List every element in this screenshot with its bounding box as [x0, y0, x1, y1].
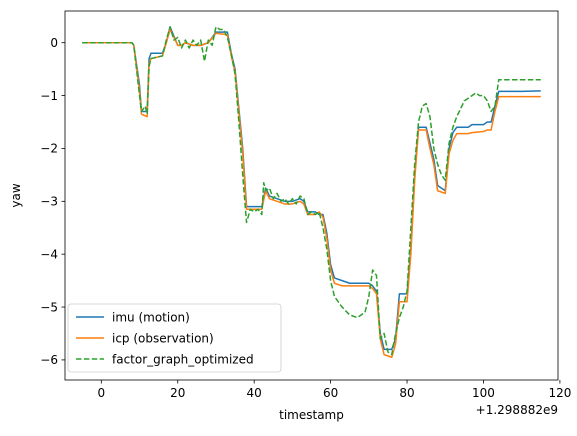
x-axis-label: timestamp	[279, 408, 344, 422]
x-tick-label: 80	[399, 386, 414, 400]
series-line-3	[82, 26, 541, 356]
y-tick-label: 0	[50, 36, 58, 50]
legend-label: icp (observation)	[112, 331, 214, 345]
x-tick-label: 120	[548, 386, 571, 400]
x-axis-offset-text: +1.298882e9	[476, 403, 558, 417]
series-line-2	[82, 28, 541, 359]
axes-layer: 0 20 40 60 80 100 120 0 −1 −2 −3 −4 −5 −6	[40, 36, 571, 400]
legend: imu (motion) icp (observation) factor_grap…	[67, 303, 282, 373]
y-axis-label: yaw	[9, 183, 23, 207]
y-tick-label: −6	[40, 353, 58, 367]
legend-box	[67, 303, 282, 373]
x-tick-label: 40	[247, 386, 262, 400]
plot-area-border	[64, 10, 559, 381]
legend-label: factor_graph_optimized	[112, 352, 254, 366]
y-tick-label: −4	[40, 247, 58, 261]
x-tick-label: 20	[170, 386, 185, 400]
x-tick-label: 100	[472, 386, 495, 400]
y-tick-label: −5	[40, 300, 58, 314]
y-tick-label: −2	[40, 142, 58, 156]
x-tick-label: 60	[323, 386, 338, 400]
x-tick-label: 0	[97, 386, 105, 400]
legend-label: imu (motion)	[112, 310, 190, 324]
series-layer	[82, 26, 541, 359]
y-tick-label: −1	[40, 89, 58, 103]
y-tick-label: −3	[40, 195, 58, 209]
